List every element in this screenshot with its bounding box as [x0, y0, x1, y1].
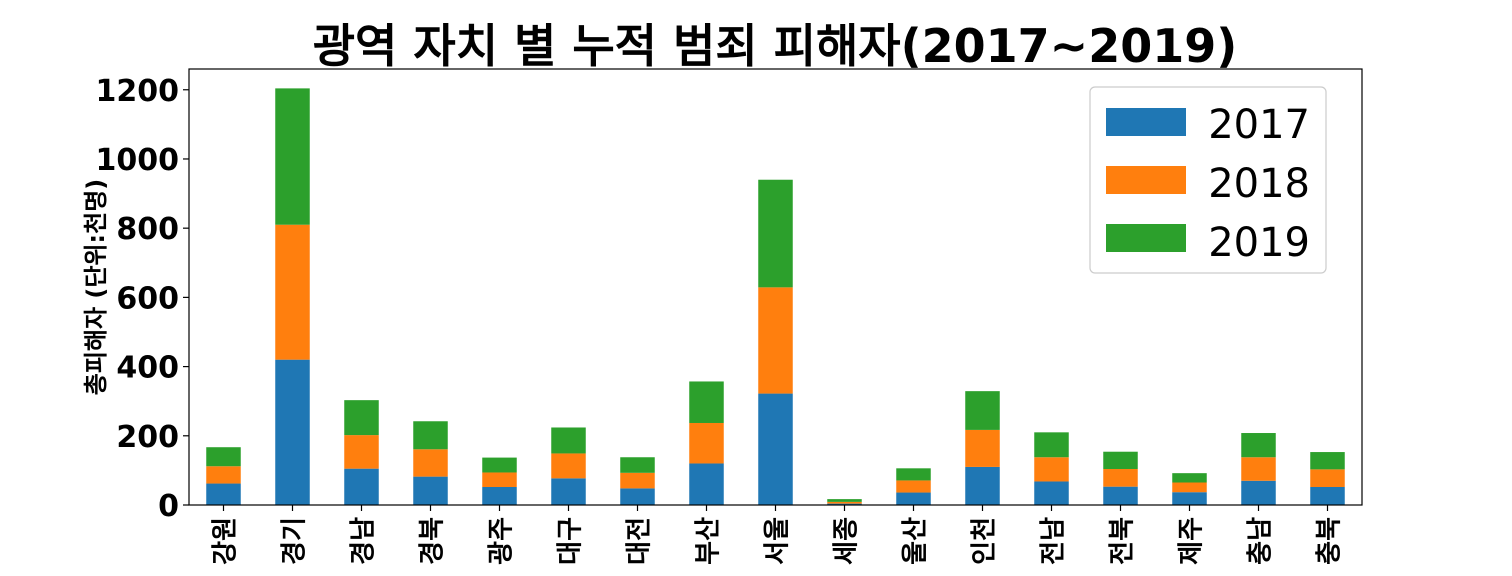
- x-tick-labels: 강원 경기 경남 경북 광주 대구 대전 부산 서울 세종 울산 인천 전남 전북 제주 충남 충북: [211, 505, 1345, 565]
- bar-전북-2018: [1103, 469, 1138, 487]
- bar-제주-2017: [1172, 492, 1207, 505]
- x-tick-label-부산: 부산: [694, 517, 724, 565]
- bar-인천-2019: [965, 391, 1000, 430]
- ticks-layer: 0 200 400 600 800 1000 1200: [96, 74, 189, 524]
- bar-광주-2019: [482, 457, 517, 473]
- bar-강원-2018: [206, 466, 241, 484]
- bar-충남-2018: [1241, 457, 1276, 481]
- x-tick-label-전남: 전남: [1039, 517, 1069, 565]
- x-tick-label-인천: 인천: [970, 517, 1000, 565]
- x-tick-label-광주: 광주: [487, 517, 517, 565]
- x-tick-label-충남: 충남: [1246, 517, 1276, 565]
- y-tick-label: 800: [116, 212, 179, 247]
- bar-서울-2017: [758, 393, 793, 505]
- x-tick-label-서울: 서울: [763, 517, 793, 565]
- x-tick-label-제주: 제주: [1177, 517, 1207, 565]
- bar-충북-2018: [1310, 469, 1345, 488]
- x-tick-label-울산: 울산: [901, 517, 931, 565]
- bar-대전-2017: [620, 488, 655, 505]
- y-tick-label: 400: [116, 351, 179, 386]
- bar-강원-2017: [206, 483, 241, 505]
- bar-광주-2017: [482, 487, 517, 505]
- legend-swatch-2018: [1106, 166, 1186, 194]
- x-tick-label-충북: 충북: [1315, 517, 1345, 565]
- bar-부산-2019: [689, 381, 724, 423]
- bars-layer: [206, 88, 1345, 505]
- bar-경남-2019: [344, 400, 379, 436]
- bar-경남-2017: [344, 468, 379, 505]
- bar-충남-2019: [1241, 433, 1276, 458]
- x-tick-label-경북: 경북: [418, 517, 448, 565]
- bar-울산-2017: [896, 492, 931, 505]
- x-tick-label-강원: 강원: [211, 517, 241, 565]
- bar-대전-2019: [620, 457, 655, 473]
- y-axis-label: 총피해자 (단위:천명): [82, 179, 110, 396]
- bar-경기-2017: [275, 359, 310, 505]
- bar-충북-2017: [1310, 487, 1345, 505]
- bar-대구-2019: [551, 427, 586, 454]
- y-tick-label: 0: [158, 489, 179, 524]
- y-tick-label: 600: [116, 281, 179, 316]
- legend-label-2017: 2017: [1208, 102, 1310, 148]
- x-tick-label-전북: 전북: [1108, 517, 1138, 565]
- bar-서울-2018: [758, 287, 793, 394]
- bar-충북-2019: [1310, 452, 1345, 470]
- y-tick-label: 1200: [96, 74, 180, 109]
- bar-울산-2019: [896, 468, 931, 481]
- bar-서울-2019: [758, 179, 793, 288]
- bar-경남-2018: [344, 435, 379, 469]
- bar-부산-2017: [689, 463, 724, 505]
- legend-label-2018: 2018: [1208, 161, 1310, 207]
- bar-전남-2019: [1034, 432, 1069, 458]
- bar-세종-2019: [827, 499, 862, 502]
- x-tick-label-대전: 대전: [625, 517, 655, 565]
- bar-경북-2017: [413, 476, 448, 505]
- x-tick-label-대구: 대구: [556, 517, 586, 565]
- bar-부산-2018: [689, 422, 724, 464]
- legend: 2017 2018 2019: [1089, 86, 1327, 274]
- bar-충남-2017: [1241, 480, 1276, 505]
- bar-전북-2019: [1103, 451, 1138, 470]
- y-tick-label: 200: [116, 420, 179, 455]
- bar-제주-2018: [1172, 482, 1207, 493]
- bar-경북-2018: [413, 449, 448, 477]
- bar-제주-2019: [1172, 473, 1207, 483]
- x-tick-label-세종: 세종: [832, 517, 862, 565]
- bar-강원-2019: [206, 447, 241, 467]
- legend-swatch-2019: [1106, 224, 1186, 252]
- bar-경기-2019: [275, 88, 310, 225]
- bar-대전-2018: [620, 472, 655, 489]
- bar-세종-2017: [827, 503, 862, 505]
- bar-경기-2018: [275, 224, 310, 360]
- y-tick-label: 1000: [96, 143, 180, 178]
- bar-전남-2018: [1034, 457, 1069, 482]
- bar-세종-2018: [827, 501, 862, 504]
- x-tick-label-경남: 경남: [349, 517, 379, 565]
- bar-전북-2017: [1103, 486, 1138, 505]
- legend-label-2019: 2019: [1208, 220, 1310, 266]
- bar-울산-2018: [896, 480, 931, 493]
- bar-광주-2018: [482, 472, 517, 488]
- bar-인천-2017: [965, 466, 1000, 505]
- bar-대구-2017: [551, 478, 586, 505]
- legend-swatch-2017: [1106, 108, 1186, 136]
- bar-대구-2018: [551, 453, 586, 479]
- chart-title: 광역 자치 별 누적 범죄 피해자(2017~2019): [313, 19, 1238, 73]
- bar-인천-2018: [965, 429, 1000, 467]
- bar-경북-2019: [413, 421, 448, 450]
- x-tick-label-경기: 경기: [280, 517, 310, 565]
- bar-전남-2017: [1034, 481, 1069, 505]
